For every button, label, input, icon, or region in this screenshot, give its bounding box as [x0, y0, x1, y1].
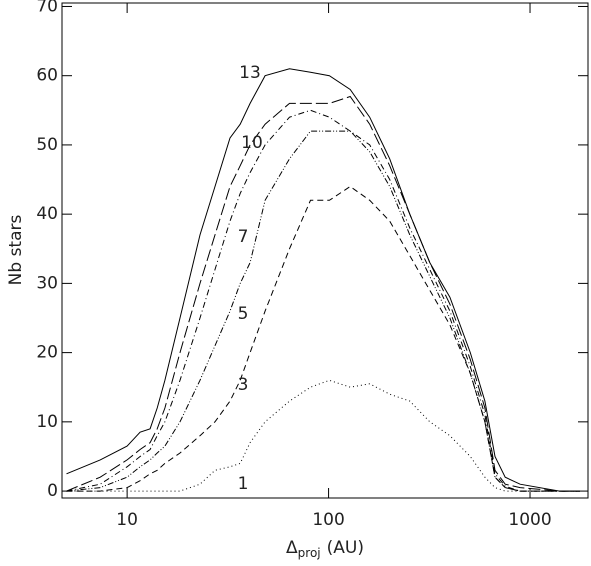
series-label: 3 — [238, 375, 249, 395]
y-tick-label: 70 — [36, 0, 58, 16]
series-label: 1 — [238, 474, 249, 494]
x-tick-label: 100 — [312, 510, 344, 530]
series-label: 13 — [239, 63, 261, 83]
x-label-main: Δ — [286, 538, 298, 558]
series-line — [66, 109, 580, 492]
x-tick-label: 1000 — [508, 510, 551, 530]
series-line — [66, 95, 580, 492]
y-tick-label: 40 — [36, 204, 58, 224]
y-tick-label: 60 — [36, 66, 58, 86]
series-label: 10 — [241, 133, 263, 153]
y-tick-label: 50 — [36, 135, 58, 155]
series-label: 7 — [238, 227, 249, 247]
y-tick-label: 30 — [36, 273, 58, 293]
y-tick-label: 0 — [47, 481, 58, 501]
y-tick-label: 10 — [36, 412, 58, 432]
series-line — [66, 130, 580, 492]
x-axis-label: Δproj (AU) — [286, 538, 364, 560]
x-label-unit: (AU) — [327, 538, 364, 558]
x-tick-label: 10 — [116, 510, 138, 530]
y-tick-label: 20 — [36, 343, 58, 363]
plot-frame — [61, 2, 589, 499]
series-label: 5 — [238, 304, 249, 324]
x-label-sub: proj — [298, 546, 321, 560]
series-line — [66, 68, 580, 492]
y-axis-label: Nb stars — [6, 215, 26, 286]
series-line — [66, 379, 580, 492]
series-line — [66, 185, 580, 492]
